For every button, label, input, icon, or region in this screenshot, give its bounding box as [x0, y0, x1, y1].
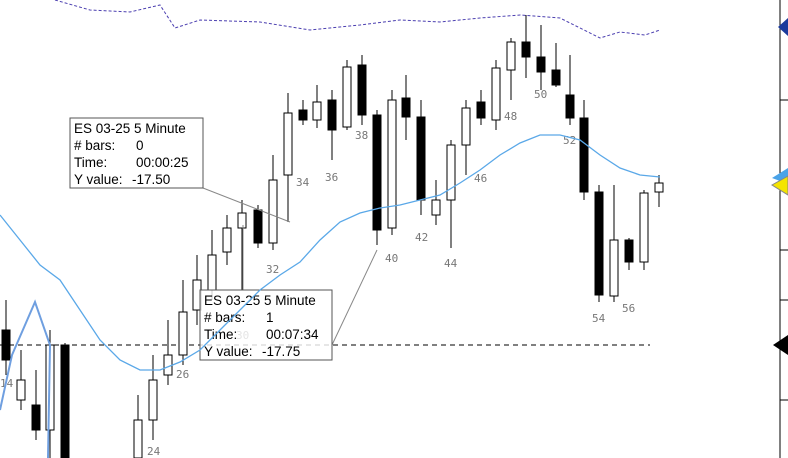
candle-body: [565, 94, 575, 119]
tooltip-value: -17.50: [132, 172, 170, 187]
candle-body: [506, 41, 516, 71]
bar-label: 48: [504, 110, 517, 123]
candle-body: [446, 144, 456, 201]
candle-body: [624, 239, 634, 263]
candle-body: [551, 69, 561, 86]
candle-body: [16, 379, 26, 401]
candle-body: [298, 109, 308, 121]
axis-marker: [771, 175, 788, 196]
candle-body: [312, 101, 322, 121]
zigzag: [0, 299, 52, 458]
bar-label: 34: [296, 176, 310, 189]
candle-body: [222, 227, 232, 253]
candle-body: [536, 56, 546, 73]
candle-body: [372, 114, 382, 231]
candle-body: [207, 254, 217, 291]
candle-body: [476, 101, 486, 119]
axis-marker: [773, 335, 788, 355]
bar-label: 38: [355, 129, 368, 142]
tooltip-key: # bars:: [74, 138, 115, 153]
candle-body: [654, 182, 664, 193]
candle-body: [342, 66, 352, 128]
tooltip-key: Y value:: [204, 344, 253, 359]
candle-body: [268, 179, 278, 244]
bar-label: 44: [444, 257, 458, 270]
bar-label: 36: [325, 171, 338, 184]
candle-body: [327, 99, 337, 131]
tooltip-key: Time:: [74, 155, 107, 170]
tooltip-value: 00:07:34: [266, 327, 319, 342]
candle-body: [133, 419, 143, 458]
candle-body: [31, 404, 41, 431]
candle-body: [491, 67, 501, 121]
candle-body: [639, 192, 649, 263]
candle-body: [253, 209, 263, 244]
tooltip-title: ES 03-25 5 Minute: [204, 293, 316, 308]
tooltip-box: [199, 289, 333, 361]
candle-body: [357, 64, 367, 116]
axis-marker: [778, 18, 788, 36]
tooltip-box: [69, 117, 204, 189]
bar-labels: 1424263032343638404244464850525456: [0, 88, 635, 458]
candle-body: [1, 329, 11, 361]
tooltip-value: 00:00:25: [136, 155, 189, 170]
bar-label: 54: [592, 312, 606, 325]
tooltip-title: ES 03-25 5 Minute: [74, 121, 186, 136]
tooltip-value: -17.75: [262, 344, 300, 359]
candle-body: [283, 112, 293, 176]
candle-body: [178, 311, 188, 356]
candle-body: [237, 212, 247, 229]
tooltip-value: 0: [136, 138, 144, 153]
tooltip-leader: [331, 249, 378, 346]
tooltip-value: 1: [266, 310, 274, 325]
tooltip-key: Y value:: [74, 172, 123, 187]
bar-label: 50: [534, 88, 547, 101]
candle-body: [416, 116, 426, 201]
candle-body: [594, 191, 604, 296]
bar-label: 42: [415, 231, 428, 244]
candle-body: [148, 379, 158, 421]
tooltip-key: # bars:: [204, 310, 245, 325]
candle-body: [521, 41, 531, 58]
bar-label: 40: [385, 252, 398, 265]
bar-label: 46: [474, 172, 487, 185]
bar-label: 56: [622, 302, 635, 315]
candle-body: [579, 117, 589, 193]
bar-label: 26: [176, 368, 189, 381]
candle-body: [401, 97, 411, 118]
candle-body: [431, 199, 441, 216]
moving-average: [0, 134, 661, 371]
candle-body: [387, 99, 397, 229]
bar-label: 52: [563, 134, 576, 147]
candle-body: [609, 239, 619, 297]
candles: [1, 15, 664, 458]
indicator-line: [54, 0, 661, 39]
tooltip-leader: [202, 187, 291, 223]
bar-label: 24: [147, 445, 161, 458]
candle-body: [461, 107, 471, 146]
bar-label: 14: [0, 377, 14, 390]
bar-label: 32: [266, 263, 279, 276]
candle-body: [60, 344, 70, 458]
